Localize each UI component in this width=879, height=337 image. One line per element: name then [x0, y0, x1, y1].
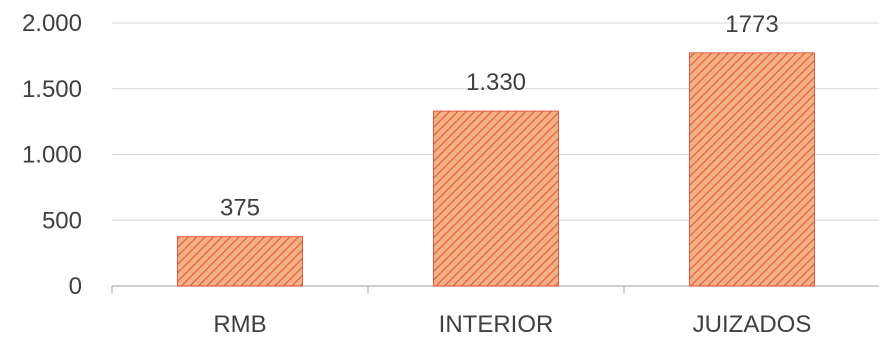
bar-juizados [689, 52, 815, 287]
bar-interior [433, 110, 559, 287]
category-labels: RMB INTERIOR JUIZADOS [213, 311, 811, 337]
y-axis-tick-labels: 0 500 1.000 1.500 2.000 [22, 10, 82, 300]
category-label: JUIZADOS [693, 311, 812, 337]
x-axis [111, 285, 879, 293]
y-tick-label: 500 [42, 207, 82, 234]
bar-rmb [177, 236, 303, 287]
y-tick-label: 1.000 [22, 142, 82, 169]
category-label: RMB [213, 311, 266, 337]
y-tick-label: 1.500 [22, 76, 82, 103]
category-label: INTERIOR [439, 311, 554, 337]
data-label: 1773 [725, 11, 778, 38]
bars [177, 52, 815, 287]
data-labels: 375 1.330 1773 [220, 11, 779, 222]
data-label: 375 [220, 195, 260, 222]
data-label: 1.330 [466, 69, 526, 96]
y-tick-label: 0 [69, 273, 82, 300]
y-tick-label: 2.000 [22, 10, 82, 37]
